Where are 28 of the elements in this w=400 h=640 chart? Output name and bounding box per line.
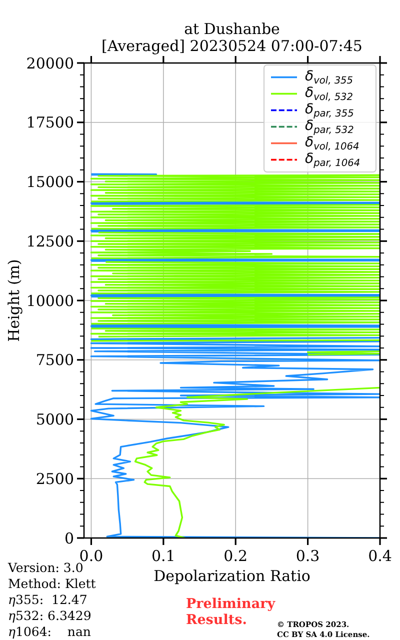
legend-label: δ$_{vol, 1064}$: [305, 134, 360, 152]
legend-label: δ$_{vol, 532}$: [305, 84, 354, 103]
y-tick-label: 0: [64, 529, 74, 548]
y-tick-label: 5000: [36, 410, 74, 428]
text: Version: 3.0: [7, 560, 84, 575]
legend-label: δ$_{par, 1064}$: [305, 150, 360, 169]
x-tick-label: 0.1: [151, 547, 176, 565]
x-tick-label: 0.4: [368, 547, 392, 565]
legend-label: δ$_{vol, 355}$: [305, 68, 354, 86]
text: Preliminary Results.: [186, 596, 276, 628]
text: η1064: nan: [8, 624, 91, 639]
legend-label: δ$_{par, 355}$: [305, 101, 354, 120]
y-tick-label: 2500: [36, 470, 74, 488]
x-axis-title: Depolarization Ratio: [154, 567, 310, 585]
chart-title: at Dushanbe [Averaged] 20230524 07:00-07:45: [102, 20, 362, 55]
text: Method: Klett: [8, 576, 96, 591]
text: η532: 6.3429: [8, 608, 92, 623]
y-axis-title: Height (m): [5, 259, 23, 342]
y-tick-label: 15000: [26, 173, 74, 191]
y-tick-label: 12500: [26, 232, 74, 250]
y-tick-label: 7500: [36, 351, 74, 370]
text: η355: 12.47: [8, 592, 88, 607]
y-tick-label: 10000: [26, 292, 74, 310]
y-tick-label: 17500: [26, 114, 74, 132]
legend-label: δ$_{par, 532}$: [305, 118, 354, 136]
y-tick-label: 20000: [26, 54, 74, 72]
x-tick-label: 0.2: [224, 547, 248, 565]
x-tick-label: 0.3: [296, 547, 320, 565]
